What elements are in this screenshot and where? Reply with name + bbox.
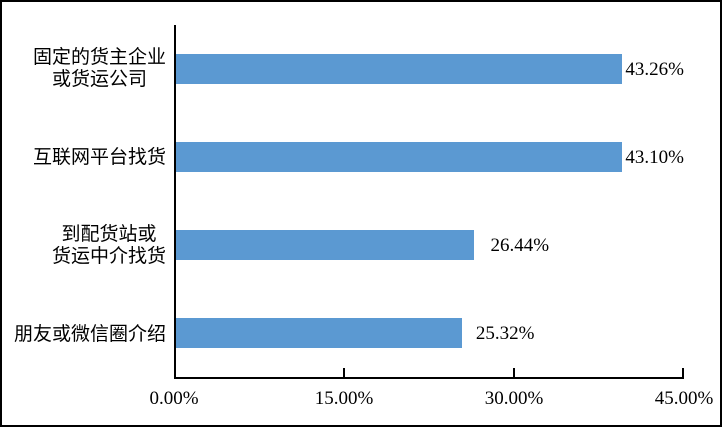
bar-row: 43.26% [176, 25, 684, 113]
bar [176, 318, 462, 348]
bar-value-label: 25.32% [475, 322, 535, 344]
x-axis-tick-label: 30.00% [484, 388, 544, 409]
bar [176, 142, 623, 172]
bar-row: 26.44% [176, 201, 684, 289]
category-label: 互联网平台找货 [32, 146, 166, 168]
bar [176, 54, 623, 84]
bar-value-label: 43.10% [625, 146, 684, 168]
category-row: 到配货站或 货运中介找货 [8, 202, 166, 291]
bar-row: 43.10% [176, 113, 684, 201]
category-axis-labels: 固定的货主企业 或货运公司互联网平台找货到配货站或 货运中介找货朋友或微信圈介绍 [8, 25, 166, 379]
bars-container: 43.26% 43.10% 26.44% 25.32% [176, 25, 684, 377]
x-axis-tick-mark [512, 368, 515, 377]
category-label: 朋友或微信圈介绍 [13, 323, 166, 345]
bar-value-label: 26.44% [490, 234, 550, 256]
category-row: 朋友或微信圈介绍 [8, 291, 166, 380]
x-axis-tick-label: 0.00% [149, 388, 199, 409]
bar [176, 230, 475, 260]
x-axis-tick-mark [343, 368, 346, 377]
x-axis-tick-label: 45.00% [654, 388, 714, 409]
x-axis-tick-mark [682, 368, 684, 377]
bar-row: 25.32% [176, 289, 684, 377]
bar-value-label: 43.26% [625, 58, 684, 80]
category-label: 固定的货主企业 或货运公司 [32, 47, 166, 91]
category-label: 到配货站或 货运中介找货 [51, 224, 166, 268]
x-axis-tick-label: 15.00% [314, 388, 374, 409]
category-row: 固定的货主企业 或货运公司 [8, 25, 166, 114]
plot-area: 43.26% 43.10% 26.44% 25.32% [174, 25, 684, 379]
category-row: 互联网平台找货 [8, 114, 166, 203]
x-axis-tick-labels: 0.00% 15.00% 30.00% 45.00% [149, 388, 713, 415]
